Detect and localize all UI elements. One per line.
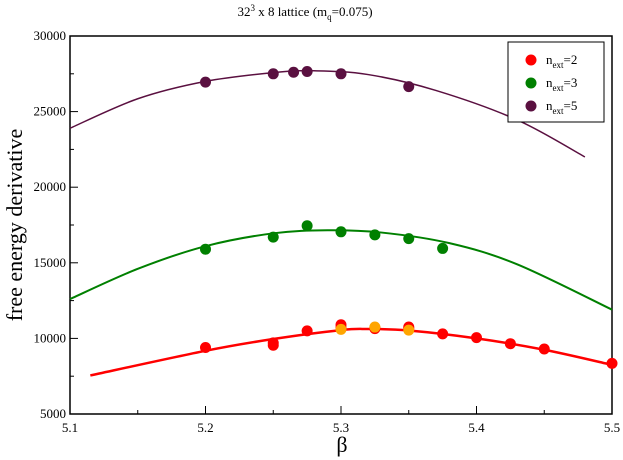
y-tick-label: 10000 bbox=[34, 330, 67, 345]
data-point bbox=[403, 324, 415, 336]
title-rest: x 8 lattice (m bbox=[255, 4, 327, 19]
legend-label: next=3 bbox=[546, 75, 577, 93]
fit-curve bbox=[90, 327, 613, 377]
data-point bbox=[301, 220, 313, 232]
y-tick-label: 30000 bbox=[34, 28, 67, 43]
series-points-3 bbox=[200, 66, 415, 93]
x-tick-label: 5.4 bbox=[468, 420, 485, 435]
data-point bbox=[335, 226, 347, 238]
data-point bbox=[200, 76, 211, 88]
data-point bbox=[288, 66, 300, 78]
x-tick-label: 5.1 bbox=[62, 420, 78, 435]
data-point bbox=[504, 338, 516, 350]
y-tick-label: 25000 bbox=[34, 104, 67, 119]
data-point bbox=[369, 229, 381, 241]
legend-marker bbox=[525, 100, 537, 112]
data-point bbox=[267, 231, 279, 243]
data-point bbox=[403, 233, 415, 245]
data-point bbox=[301, 325, 313, 337]
data-point bbox=[335, 323, 347, 335]
data-point bbox=[267, 337, 279, 349]
fit-curve bbox=[69, 229, 613, 311]
x-tick-label: 5.3 bbox=[333, 420, 349, 435]
data-point bbox=[267, 68, 279, 80]
legend-box bbox=[507, 41, 605, 123]
data-point bbox=[471, 332, 482, 344]
y-tick-label: 15000 bbox=[34, 255, 67, 270]
y-tick-label: 5000 bbox=[40, 406, 66, 421]
data-point bbox=[369, 321, 381, 333]
data-point bbox=[301, 66, 313, 78]
series-layer bbox=[69, 66, 618, 377]
legend-marker bbox=[525, 77, 537, 89]
x-tick-label: 5.2 bbox=[197, 420, 213, 435]
legend-marker bbox=[525, 54, 537, 66]
legend: next=2 next=3 next=5 bbox=[507, 41, 605, 123]
y-tick-label: 20000 bbox=[34, 179, 67, 194]
legend-label: next=5 bbox=[546, 98, 577, 116]
data-point bbox=[606, 357, 618, 369]
data-point bbox=[437, 242, 449, 254]
data-point bbox=[403, 81, 415, 93]
data-point bbox=[200, 243, 211, 255]
x-axis-label: β bbox=[336, 432, 347, 457]
x-tick-label: 5.5 bbox=[604, 420, 620, 435]
fit-curve bbox=[69, 69, 586, 158]
data-point bbox=[437, 328, 449, 340]
data-point bbox=[335, 68, 347, 80]
title-tail: =0.075) bbox=[332, 4, 373, 19]
title-exp: 3 bbox=[250, 3, 255, 13]
chart-title: 323 x 8 lattice (mq=0.075) bbox=[237, 3, 372, 22]
plot-area: 5.1 5.2 5.3 5.4 5.5 5000 10000 15000 20000 25000 3… bbox=[34, 28, 621, 435]
series-points-1 bbox=[335, 321, 415, 336]
series-3 bbox=[69, 69, 586, 158]
title-sub: q bbox=[327, 12, 332, 22]
data-point bbox=[200, 341, 211, 353]
series-0 bbox=[90, 327, 613, 377]
legend-label: next=2 bbox=[546, 52, 577, 70]
title-base: 32 bbox=[237, 4, 250, 19]
y-axis-label: free energy derivative bbox=[2, 129, 27, 322]
series-2 bbox=[69, 229, 613, 311]
series-points-2 bbox=[200, 220, 449, 255]
data-point bbox=[538, 343, 550, 355]
